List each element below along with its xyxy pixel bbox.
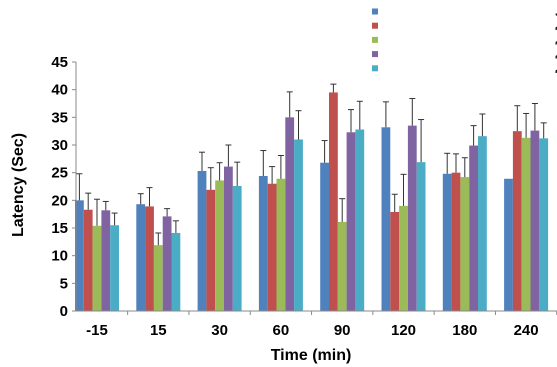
y-tick-label: 40 — [51, 82, 68, 99]
y-tick-label: 0 — [60, 303, 68, 320]
y-tick-label: 5 — [60, 275, 68, 292]
bar — [451, 172, 461, 311]
error-bars-layer — [76, 83, 547, 246]
bar — [224, 166, 233, 311]
x-tick-labels: -15 15 30 60 90 120 180 240 — [86, 311, 557, 339]
y-tick-label: 25 — [51, 165, 68, 182]
bars-layer — [75, 92, 549, 311]
bar — [83, 209, 93, 311]
bar — [171, 232, 181, 311]
x-axis-title: Time (min) — [271, 347, 352, 364]
bar — [337, 221, 347, 311]
legend-label: اسکروفولاریا استریاتا، ۳۰۰ میلی گرم/کیلو… — [555, 36, 557, 45]
bar — [416, 162, 426, 311]
y-tick-labels: 0 5 10 15 20 25 30 35 40 45 — [51, 54, 76, 320]
bar — [390, 211, 400, 311]
legend-label: اسکروفولاریا استریاتا، ۶۰۰ میلی گرم/کیلو… — [555, 50, 557, 59]
y-tick-label: 30 — [51, 137, 68, 154]
legend-swatch — [372, 22, 378, 29]
bar — [399, 205, 408, 311]
bar — [294, 139, 303, 311]
bar — [136, 204, 146, 311]
bar — [197, 171, 207, 311]
x-tick-label: 90 — [334, 322, 351, 339]
bar — [92, 225, 102, 311]
legend-swatch — [372, 51, 378, 58]
y-tick-label: 10 — [51, 248, 68, 265]
x-tick-label: 60 — [273, 322, 290, 339]
bar — [530, 130, 540, 311]
legend-label: اسکروفولاریا استریاتا، ۱۵۰ میلی گرم/کیلو… — [555, 22, 557, 31]
y-axis-title: Latency (Sec) — [10, 133, 27, 237]
x-tick-label: 120 — [391, 322, 416, 339]
bar — [215, 180, 224, 311]
legend-swatch — [372, 65, 378, 72]
bar — [539, 138, 549, 311]
x-tick-label: 30 — [211, 322, 228, 339]
bar — [442, 173, 452, 311]
bar — [320, 162, 329, 311]
bar — [478, 136, 487, 311]
bar — [460, 177, 470, 311]
legend-label: کنترل — [555, 8, 557, 17]
bar — [381, 127, 391, 311]
bar — [145, 206, 154, 311]
x-tick-label: -15 — [86, 322, 108, 339]
y-tick-label: 45 — [51, 54, 68, 71]
bar — [504, 178, 513, 311]
bar — [232, 185, 242, 311]
bar — [355, 129, 365, 311]
bar — [267, 183, 277, 311]
legend-swatch — [372, 8, 378, 15]
bar — [469, 145, 478, 311]
x-tick-label: 240 — [514, 322, 539, 339]
bar — [407, 125, 417, 311]
bar — [285, 117, 295, 311]
y-tick-label: 15 — [51, 220, 68, 237]
bar — [512, 131, 522, 311]
bar — [329, 92, 338, 311]
bar — [206, 189, 216, 311]
bar — [153, 245, 163, 311]
bar — [521, 137, 531, 311]
x-tick-label: 15 — [150, 322, 167, 339]
bar — [258, 175, 268, 311]
bar — [110, 225, 119, 311]
bar — [75, 200, 84, 311]
x-tick-label: 180 — [452, 322, 477, 339]
legend: کنترل اسکروفولاریا استریاتا، ۱۵۰ میلی گرم… — [372, 8, 557, 73]
y-tick-label: 20 — [51, 192, 68, 209]
bar — [276, 178, 286, 311]
legend-swatch — [372, 36, 378, 43]
bar — [162, 216, 172, 311]
y-tick-label: 35 — [51, 109, 68, 126]
bar — [101, 210, 111, 311]
legend-label: اسکروفولاریا استریاتا، ۹۰۰ میلی گرم/کیلو… — [555, 64, 557, 73]
bar — [346, 132, 356, 311]
